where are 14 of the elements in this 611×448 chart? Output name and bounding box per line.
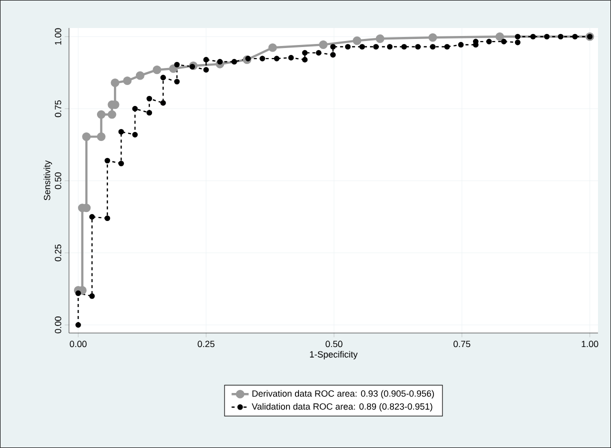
x-tick-label: 0.50	[326, 340, 342, 348]
x-tick-label: 0.25	[198, 340, 214, 348]
y-tick-label: 0.00	[54, 316, 62, 334]
legend-label: Derivation data ROC area: 0.93 (0.905-0.956)	[252, 390, 434, 398]
x-tick-label: 0.75	[454, 340, 470, 348]
y-tick-label: 0.25	[54, 244, 62, 262]
y-axis-title: Sensitivity	[44, 160, 52, 200]
y-tick-label: 0.75	[54, 100, 62, 118]
x-axis-title: 1-Specificity	[310, 350, 358, 360]
x-tick-label: 1.00	[582, 340, 598, 348]
y-tick-label: 0.50	[54, 172, 62, 190]
y-tick-label: 1.00	[54, 28, 62, 45]
legend-label: Validation data ROC area: 0.89 (0.823-0.951)	[252, 403, 432, 412]
x-tick-label: 0.00	[70, 340, 87, 348]
